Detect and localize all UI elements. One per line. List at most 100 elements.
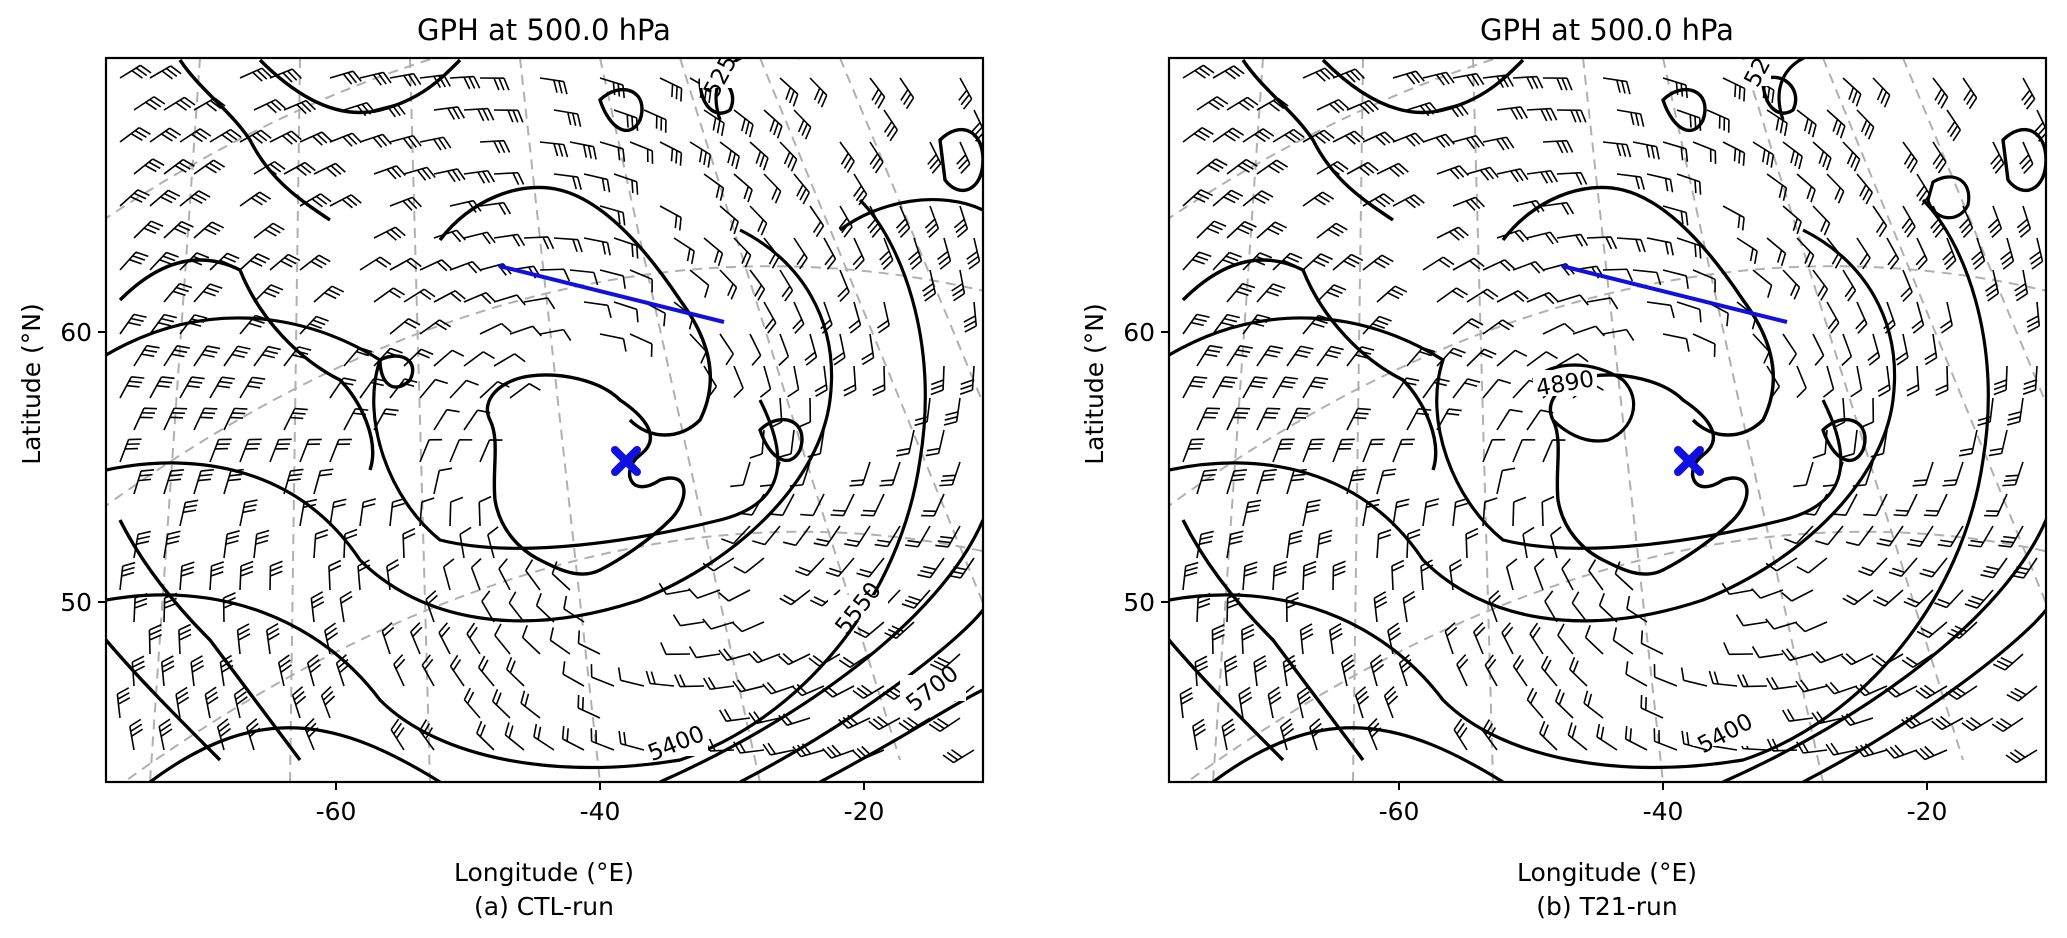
wind-barb: [1436, 287, 1468, 303]
wind-barb: [419, 497, 435, 527]
wind-barb: [1958, 429, 1978, 457]
wind-barb: [569, 269, 599, 286]
wind-barb: [1852, 461, 1874, 487]
wind-barb: [599, 333, 627, 352]
wind-barb: [493, 353, 526, 367]
wind-barb: [1567, 722, 1588, 751]
wind-barb: [386, 558, 400, 591]
wind-barb: [1466, 288, 1499, 303]
wind-barb: [1392, 498, 1410, 527]
wind-barb: [1376, 468, 1397, 495]
panel-b-xtick: -20: [1907, 797, 1948, 826]
wind-barb: [1723, 642, 1754, 656]
wind-barb: [1826, 237, 1843, 269]
wind-barb: [1196, 220, 1227, 239]
wind-barb: [793, 173, 810, 205]
wind-barb: [1340, 654, 1355, 687]
wind-barb: [1602, 77, 1631, 95]
wind-barb: [269, 438, 292, 463]
panel-b-ytick: 60: [1123, 318, 1155, 347]
wind-barb: [1832, 397, 1846, 429]
wind-barb: [1316, 284, 1347, 303]
wind-barb: [958, 77, 973, 110]
wind-barb: [1526, 291, 1559, 305]
wind-barb: [1406, 528, 1421, 559]
wind-barb: [748, 711, 781, 725]
wind-barb: [939, 461, 961, 487]
wind-barb: [599, 141, 626, 162]
wind-barb: [793, 109, 812, 140]
wind-barb: [1539, 720, 1558, 751]
wind-barb: [1721, 582, 1754, 596]
wind-barb: [149, 189, 181, 207]
panel-a-ytick: 60: [60, 318, 92, 347]
wind-barb: [1369, 654, 1385, 687]
wind-barb: [433, 349, 465, 367]
wind-barb: [1422, 256, 1455, 271]
wind-barb: [779, 589, 811, 606]
wind-barb: [373, 408, 399, 431]
wind-barb: [1391, 559, 1405, 591]
wind-barb: [1194, 655, 1209, 687]
wind-barb: [1422, 498, 1440, 527]
wind-barb: [179, 314, 208, 335]
wind-barb: [1496, 229, 1529, 243]
wind-barb: [1841, 333, 1853, 366]
panel-a-xtick: -20: [844, 797, 885, 826]
wind-barb: [879, 237, 894, 270]
wind-barb: [419, 719, 435, 751]
wind-barb: [1915, 237, 1928, 270]
wind-barb: [373, 347, 403, 367]
wind-barb: [1681, 730, 1708, 751]
wind-barb: [1212, 65, 1245, 80]
wind-barb: [179, 499, 199, 527]
wind-barb: [1556, 294, 1589, 306]
wind-barb: [1196, 530, 1214, 559]
wind-barb: [193, 407, 218, 431]
wind-barb: [133, 158, 165, 175]
wind-barb: [1182, 64, 1215, 79]
panel-b-ytick: 50: [1123, 588, 1155, 617]
wind-barb: [1662, 269, 1689, 289]
wind-barb: [1182, 561, 1199, 591]
wind-barb: [1901, 714, 1934, 729]
wind-barb: [1870, 429, 1888, 458]
wind-barb: [1722, 77, 1746, 102]
wind-barb: [233, 686, 248, 719]
wind-barb: [1863, 493, 1888, 517]
wind-barb: [703, 173, 725, 201]
wind-barb: [721, 525, 751, 545]
wind-barb: [299, 498, 318, 527]
wind-barb: [239, 560, 254, 591]
wind-barb: [1452, 257, 1485, 271]
wind-barb: [748, 650, 781, 664]
wind-barb: [1392, 70, 1425, 85]
wind-barb: [1961, 716, 1994, 732]
wind-barb: [1256, 221, 1288, 239]
wind-barb: [1886, 237, 1900, 270]
wind-barb: [1867, 333, 1881, 366]
wind-barb: [389, 257, 422, 271]
wind-barb: [1919, 557, 1948, 578]
wind-barb: [1332, 560, 1346, 591]
wind-barb: [702, 676, 735, 691]
wind-barb: [908, 237, 923, 270]
wind-barb: [688, 646, 721, 659]
wind-barb: [904, 525, 931, 548]
wind-barb: [119, 64, 152, 79]
wind-barb: [1680, 667, 1708, 687]
panel-a-coastlines: [106, 58, 983, 762]
wind-barb: [1832, 493, 1858, 517]
wind-barb: [236, 623, 251, 655]
wind-barb: [943, 397, 961, 426]
wind-barb: [1752, 141, 1775, 168]
wind-barb: [1452, 318, 1484, 335]
wind-barb: [509, 382, 541, 399]
wind-barb: [1784, 525, 1814, 545]
wind-barb: [1282, 654, 1297, 687]
wind-barb: [239, 499, 258, 527]
wind-barb: [1625, 661, 1648, 687]
wind-barb: [1895, 333, 1909, 366]
wind-barb: [645, 670, 675, 687]
wind-barb: [1302, 191, 1335, 207]
